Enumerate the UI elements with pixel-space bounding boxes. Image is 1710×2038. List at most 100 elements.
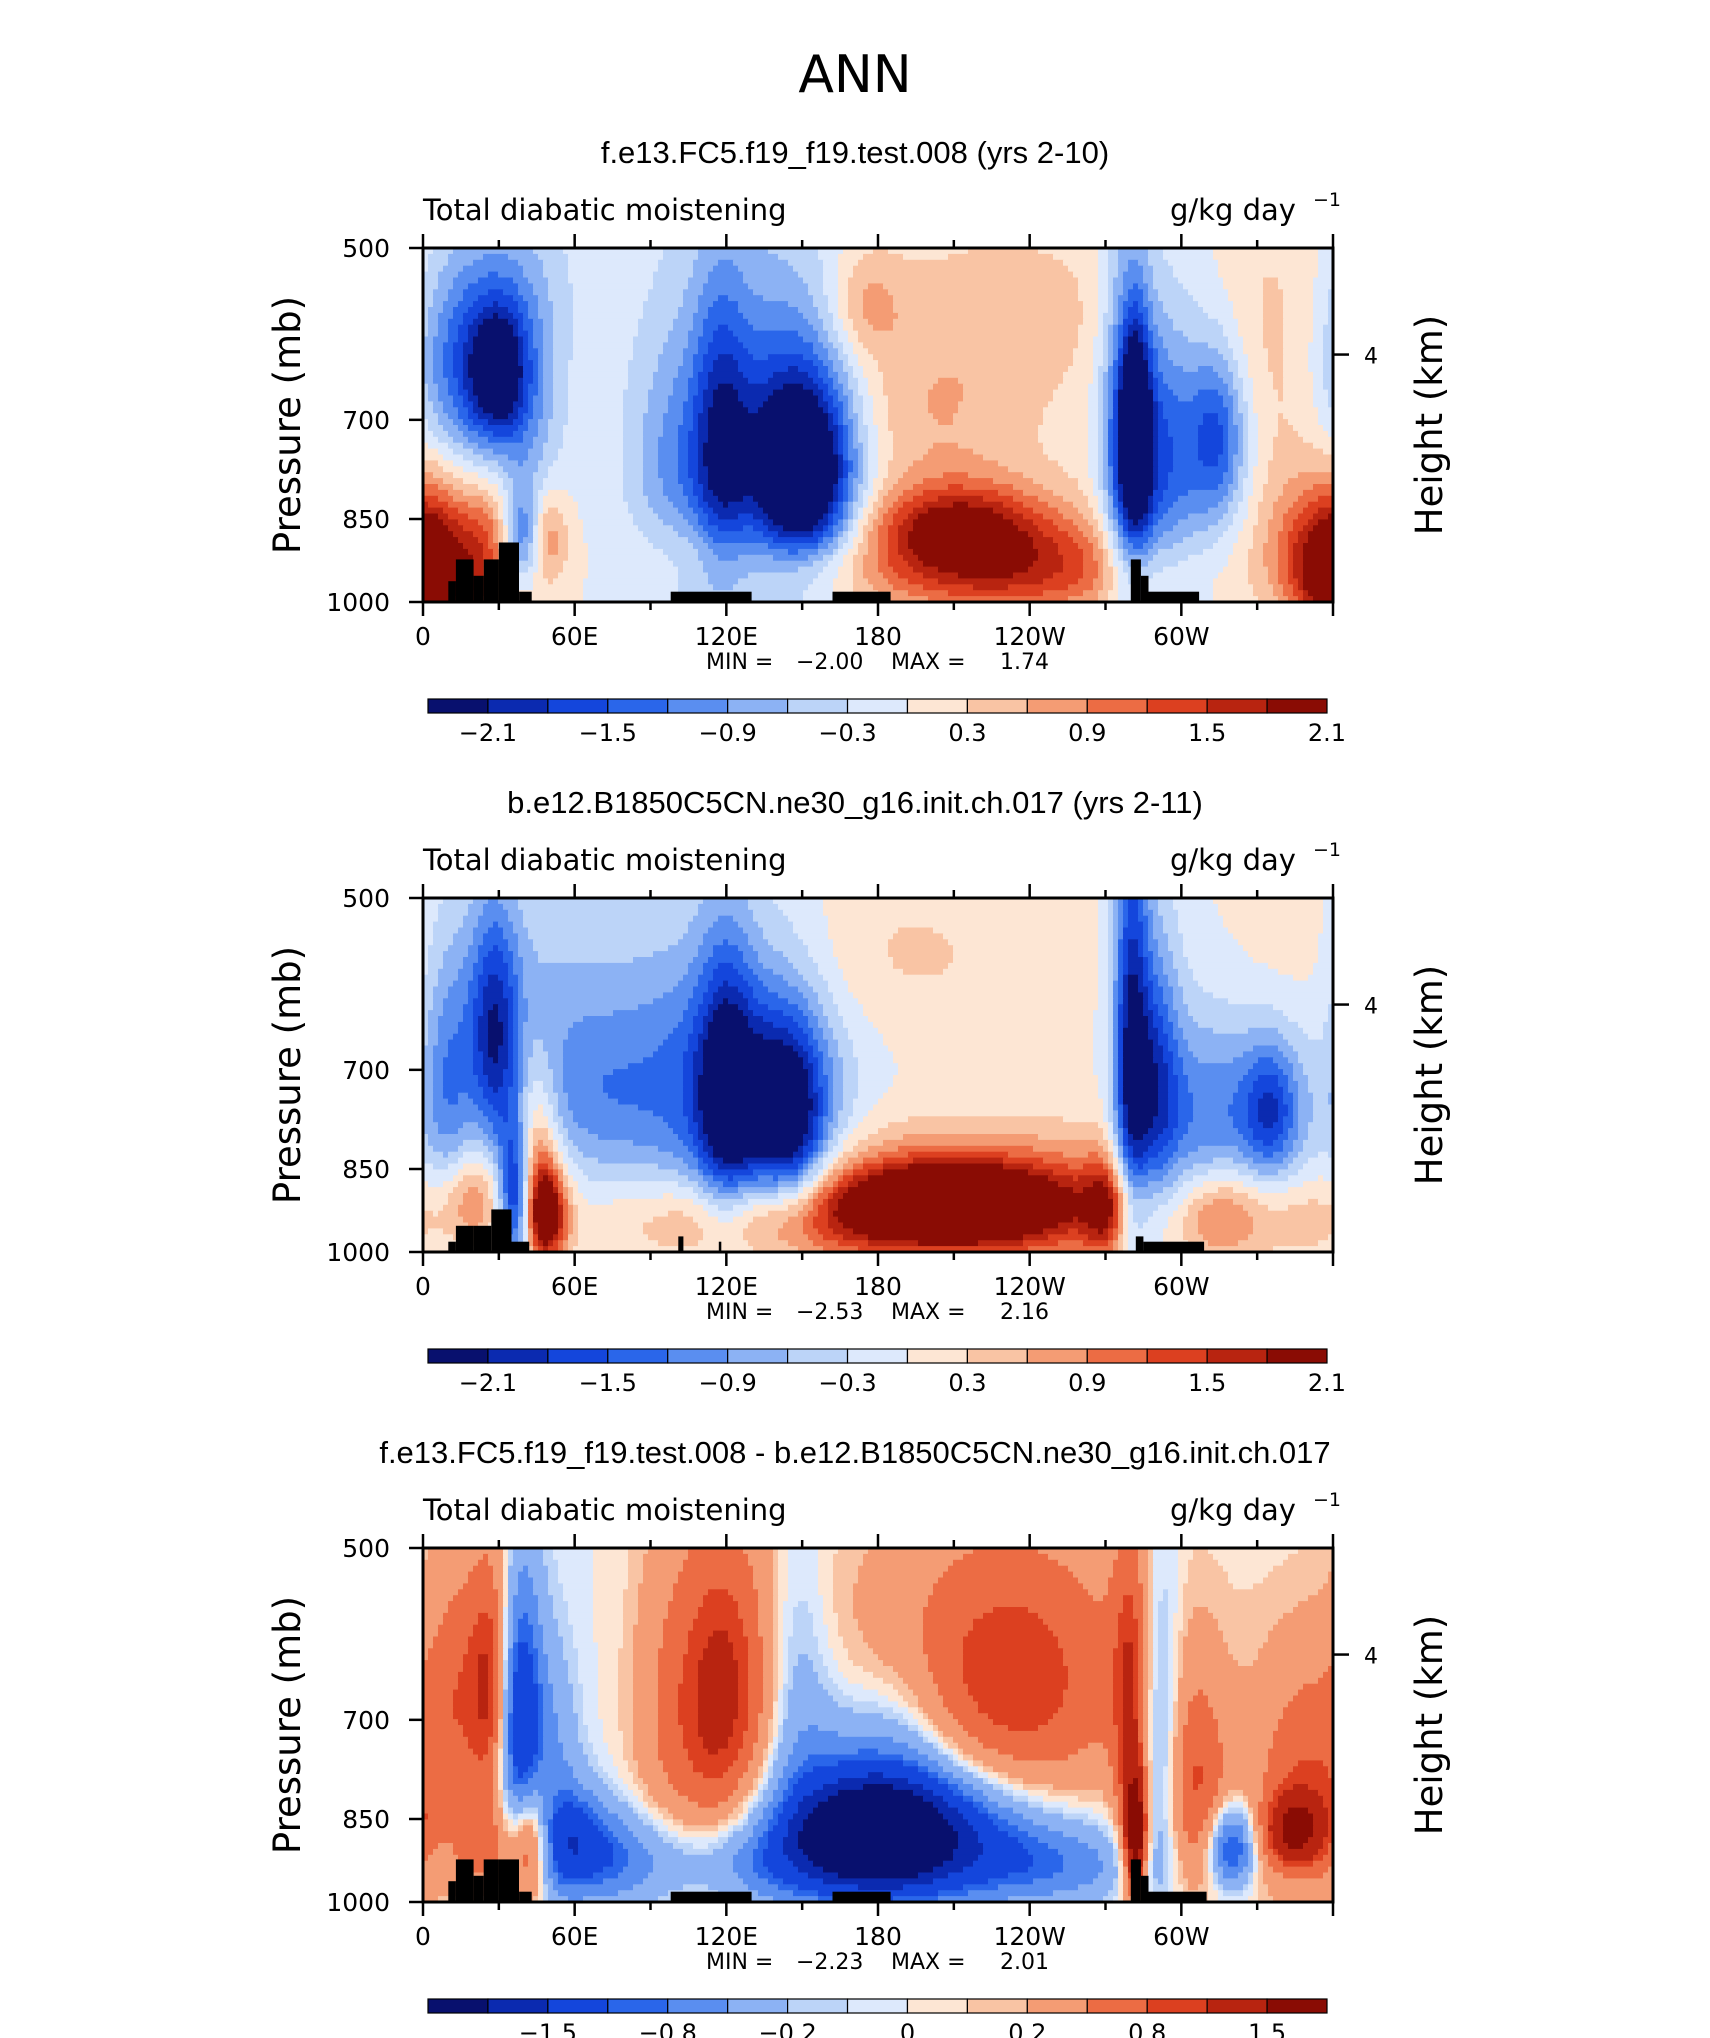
heatmap-cell <box>758 974 784 982</box>
heatmap-cell <box>1253 1134 1279 1141</box>
heatmap-cell <box>573 1157 599 1165</box>
heatmap-cell <box>1113 998 1119 1005</box>
heatmap-cell <box>423 472 434 479</box>
heatmap-cell <box>1123 1134 1129 1141</box>
heatmap-cell <box>1113 366 1119 373</box>
heatmap-cell <box>828 980 849 988</box>
heatmap-cell <box>1158 354 1169 361</box>
heatmap-cell <box>1248 1098 1259 1106</box>
heatmap-cell <box>628 383 654 391</box>
heatmap-cell <box>853 348 869 355</box>
heatmap-cell <box>1053 489 1084 497</box>
heatmap-cell <box>443 371 454 379</box>
heatmap-cell <box>1113 927 1119 935</box>
heatmap-cell <box>1123 519 1129 527</box>
heatmap-cell <box>1168 1139 1179 1147</box>
heatmap-cell <box>868 537 879 544</box>
heatmap-cell <box>1318 951 1334 958</box>
heatmap-cell <box>883 513 894 521</box>
heatmap-cell <box>813 531 824 538</box>
heatmap-cell <box>513 543 529 550</box>
heatmap-cell <box>823 1169 829 1177</box>
heatmap-cell <box>1103 395 1109 403</box>
heatmap-cell <box>1273 501 1294 509</box>
heatmap-cell <box>518 354 524 361</box>
heatmap-cell <box>443 478 464 485</box>
heatmap-cell <box>423 898 444 905</box>
heatmap-cell <box>633 342 664 350</box>
heatmap-cell <box>823 1063 834 1070</box>
heatmap-cell <box>858 413 864 420</box>
heatmap-cell <box>1298 472 1334 479</box>
heatmap-cell <box>448 377 459 385</box>
heatmap-cell <box>1098 425 1104 432</box>
heatmap-cell <box>1108 974 1114 982</box>
heatmap-cell <box>483 554 494 562</box>
heatmap-cell <box>1248 1210 1334 1218</box>
heatmap-cell <box>503 1080 514 1088</box>
heatmap-cell <box>1278 1104 1289 1112</box>
heatmap-cell <box>1103 489 1109 497</box>
heatmap-cell <box>1168 1092 1179 1100</box>
heatmap-cell <box>533 1051 549 1059</box>
heatmap-cell <box>1273 377 1284 385</box>
heatmap-cell <box>1148 1169 1169 1177</box>
heatmap-cell <box>518 407 529 414</box>
heatmap-cell <box>493 1163 499 1171</box>
heatmap-cell <box>873 419 889 426</box>
heatmap-cell <box>698 1092 809 1100</box>
heatmap-cell <box>848 1187 1074 1194</box>
heatmap-cell <box>823 1104 829 1112</box>
heatmap-cell <box>838 1139 844 1147</box>
heatmap-cell <box>808 1039 819 1047</box>
heatmap-cell <box>1243 377 1254 385</box>
heatmap-cell <box>1308 1075 1334 1082</box>
heatmap-cell <box>1108 543 1114 550</box>
heatmap-cell <box>543 407 554 414</box>
heatmap-cell <box>753 909 784 917</box>
heatmap-cell <box>1148 1157 1169 1165</box>
heatmap-cell <box>753 915 789 923</box>
heatmap-cell <box>1208 507 1229 515</box>
heatmap-cell <box>1178 277 1224 285</box>
heatmap-cell <box>558 531 569 538</box>
heatmap-cell <box>1123 307 1129 314</box>
heatmap-cell <box>1278 968 1314 976</box>
heatmap-cell <box>1173 271 1219 279</box>
heatmap-cell <box>843 1139 859 1147</box>
heatmap-cell <box>503 1181 509 1188</box>
heatmap-cell <box>453 436 469 444</box>
heatmap-cell <box>488 898 499 905</box>
heatmap-cell <box>1123 939 1129 946</box>
heatmap-cell <box>458 1098 474 1106</box>
heatmap-cell <box>843 1069 859 1076</box>
heatmap-cell <box>1138 307 1149 314</box>
heatmap-cell <box>1113 945 1119 952</box>
heatmap-cell <box>843 413 849 420</box>
heatmap-cell <box>1243 1051 1284 1059</box>
heatmap-cell <box>1198 1210 1249 1218</box>
heatmap-cell <box>508 1016 514 1023</box>
heatmap-cell <box>553 312 574 320</box>
heatmap-cell <box>483 425 519 432</box>
heatmap-cell <box>838 1204 1114 1212</box>
heatmap-cell <box>1113 1128 1119 1135</box>
heatmap-cell <box>808 1193 814 1200</box>
heatmap-cell <box>1103 312 1114 320</box>
heatmap-cell <box>1258 419 1279 426</box>
heatmap-cell <box>683 1098 694 1106</box>
heatmap-cell <box>1068 584 1094 591</box>
heatmap-cell <box>478 1122 494 1129</box>
heatmap-cell <box>1298 1116 1314 1123</box>
heatmap-cell <box>448 430 464 438</box>
heatmap-cell <box>573 1228 579 1236</box>
heatmap-cell <box>538 1187 554 1194</box>
heatmap-cell <box>853 478 864 485</box>
heatmap-cell <box>523 324 534 332</box>
heatmap-cell <box>533 436 549 444</box>
heatmap-cell <box>1148 336 1154 344</box>
heatmap-cell <box>423 537 459 544</box>
heatmap-cell <box>1153 507 1159 515</box>
heatmap-cell <box>1188 1080 1239 1088</box>
heatmap-cell <box>428 419 439 426</box>
